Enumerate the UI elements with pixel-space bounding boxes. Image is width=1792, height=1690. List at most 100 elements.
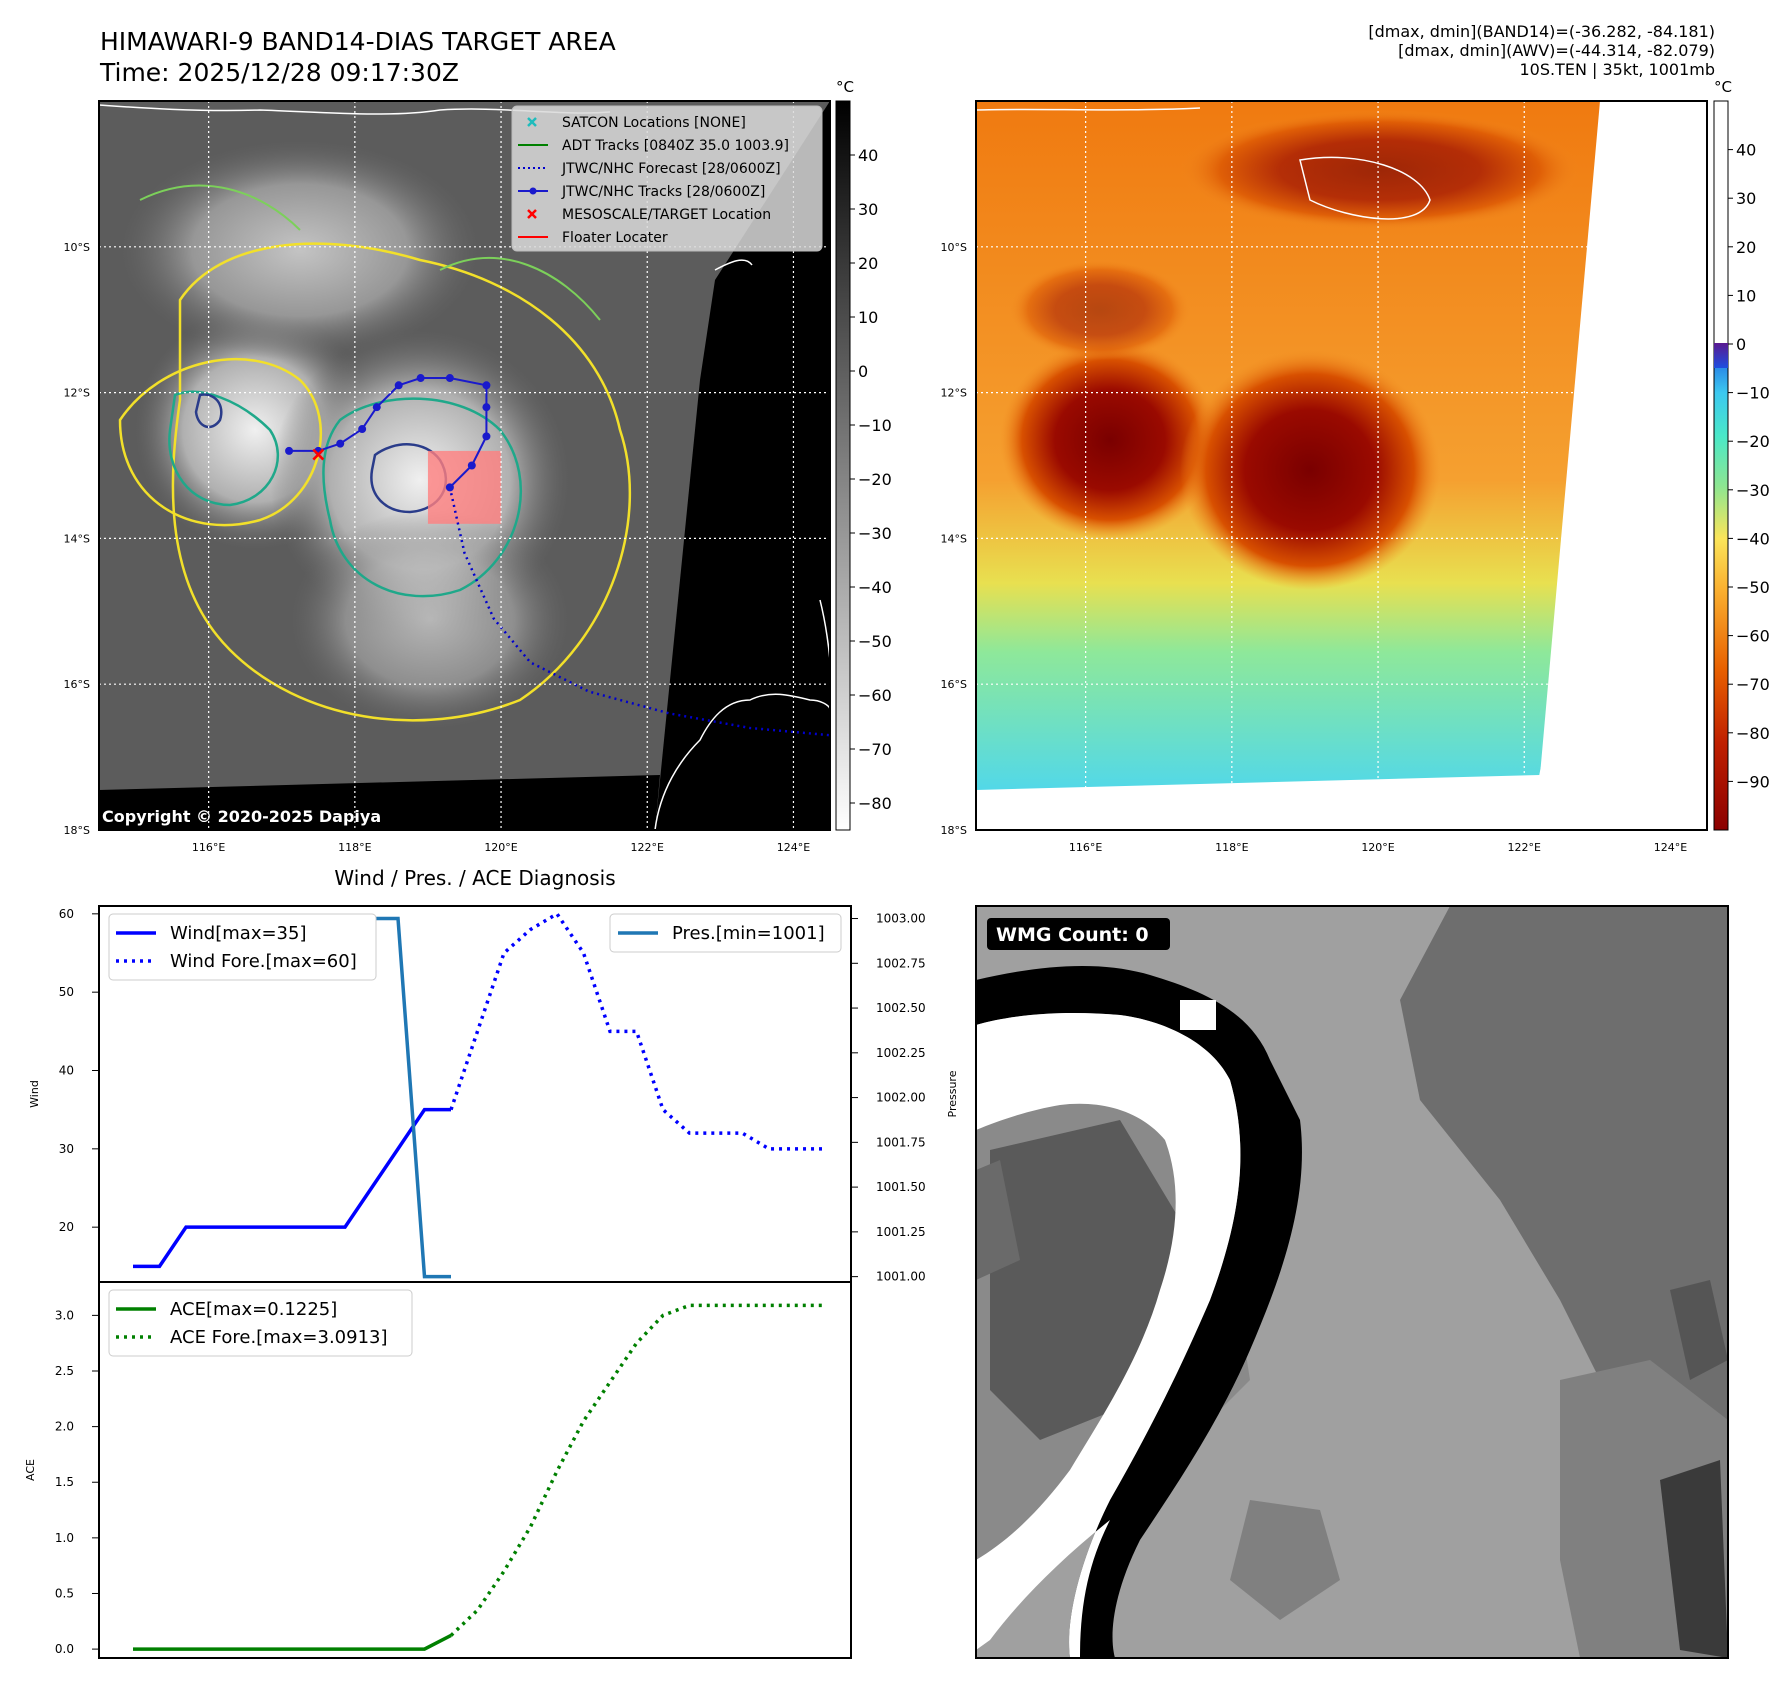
floater-box [427,450,502,524]
colorbar-label: −20 [858,470,892,489]
lat-label: 10°S [64,241,90,254]
colorbar-label: −40 [858,578,892,597]
stats-block: [dmax, dmin](BAND14)=(-36.282, -84.181) … [1368,22,1715,79]
awv-colorbar: °C 40 30 20 10 0 −10 −20 −30 −40 −50 −60 −70 −80 −90 [1713,78,1770,831]
pres-legend-label: Pres.[min=1001] [672,923,825,944]
ace-fore-legend-label: ACE Fore.[max=3.0913] [170,1327,388,1348]
copyright-text: Copyright © 2020-2025 Dapiya [102,807,381,826]
pres-tick-label: 1001.50 [876,1180,926,1194]
track-point [467,461,476,470]
color-colorbar-unit: °C [1714,78,1732,96]
colorbar-label: 10 [858,308,878,327]
chart-title: Wind / Pres. / ACE Diagnosis [334,866,615,890]
coastline-timor [714,259,753,271]
colorbar-label: −60 [858,686,892,705]
legend-label: MESOSCALE/TARGET Location [562,207,771,223]
lon-label: 122°E [631,841,664,854]
legend-item: ADT Tracks [0840Z 35.0 1003.9] [518,138,789,154]
ace-tick-label: 0.0 [55,1642,74,1656]
lat-label: 14°S [941,532,967,545]
lon-label: 120°E [1361,841,1394,854]
ace-tick-label: 2.0 [55,1420,74,1434]
pres-tick-label: 1001.00 [876,1270,926,1284]
awv-cold-nw [1010,260,1190,360]
figure-title: HIMAWARI-9 BAND14-DIAS TARGET AREA Time:… [100,26,616,88]
awv-cold-core [1180,350,1440,590]
lat-label: 12°S [64,387,90,400]
legend-item: MESOSCALE/TARGET Location [527,207,771,223]
legend-marker-x [527,117,537,127]
colorbar-label: 0 [1736,335,1746,354]
no-data-region [655,101,830,830]
wmg-white-patch [1180,1000,1216,1030]
wind-tick-label: 40 [59,1064,74,1078]
ace-tick-label: 1.5 [55,1475,74,1489]
color-colorbar-bar [1713,100,1729,831]
wind-forecast-line [449,911,822,1151]
colorbar-label: −30 [1736,481,1770,500]
wind-ylabel: Wind [28,1080,41,1108]
colorbar-label: 40 [858,146,878,165]
track-point [372,403,381,412]
target-marker [312,448,325,461]
wmg-panel: WMG Count: 0 [975,905,1729,1659]
legend-label: JTWC/NHC Forecast [28/0600Z] [561,161,781,177]
colorbar-label: −90 [1736,772,1770,791]
wmg-black-band [976,965,1302,1658]
lat-label: 16°S [941,678,967,691]
colorbar-label: −20 [1736,432,1770,451]
pres-tick-label: 1002.00 [876,1091,926,1105]
ace-line [133,1633,452,1651]
lon-label: 122°E [1508,841,1541,854]
track-point [482,403,491,412]
track-point [358,425,367,434]
lon-label: 120°E [484,841,517,854]
forecast-track [448,487,830,737]
track-point [445,483,454,492]
track-legend: SATCON Locations [NONE] ADT Tracks [0840Z… [511,105,823,252]
colorbar-label: −50 [1736,578,1770,597]
wind-tick-label: 50 [59,985,74,999]
track-point [482,381,491,390]
contour-green [139,184,301,231]
wmg-mid-south [1230,1500,1340,1620]
colorbar-label: 30 [858,200,878,219]
track-point [445,374,454,383]
satellite-title: HIMAWARI-9 BAND14-DIAS TARGET AREA [100,27,616,56]
band14-frame [98,100,831,831]
wmg-dark-edge [976,1160,1020,1280]
wmg-darkest-east [1660,1460,1728,1658]
wind-tick-label: 20 [59,1220,74,1234]
jtwc-track-points [285,374,491,492]
legend-item: SATCON Locations [NONE] [527,115,746,131]
target-x-stroke [312,448,325,461]
colorbar-label: −10 [1736,384,1770,403]
colorbar-label: −80 [858,794,892,813]
awv-panel: 10°S 12°S 14°S 16°S 18°S 116°E 118°E 120°E 122°… [941,100,1708,854]
colorbar-label: 0 [858,362,868,381]
ace-legend-box [108,1289,413,1357]
pres-tick-label: 1001.25 [876,1225,926,1239]
contour-teal [322,397,522,598]
colorbar-label: −70 [1736,675,1770,694]
awv-lat-lon-grid [976,101,1707,830]
colorbar-label: −70 [858,740,892,759]
legend-item: Floater Locater [518,230,668,246]
colorbar-label: −10 [858,416,892,435]
lon-label: 118°E [1215,841,1248,854]
pres-tick-label: 1002.25 [876,1046,926,1060]
legend-label: Floater Locater [562,230,668,246]
colorbar-label: 40 [1736,141,1756,160]
colorbar-label: −40 [1736,529,1770,548]
coastline-australia-r [1539,719,1561,776]
ace-legend-label: ACE[max=0.1225] [170,1299,337,1320]
lon-label: 118°E [338,841,371,854]
legend-item: JTWC/NHC Forecast [28/0600Z] [518,161,781,177]
wind-legend-box [108,913,377,981]
stats-awv: [dmax, dmin](AWV)=(-44.314, -82.079) [1398,41,1715,60]
wmg-dark-east [1400,906,1728,1658]
wind-legend-label: Wind[max=35] [170,923,307,944]
contour-yellow-west [118,358,322,527]
coastline-north-r [976,107,1201,111]
